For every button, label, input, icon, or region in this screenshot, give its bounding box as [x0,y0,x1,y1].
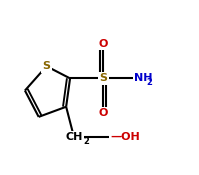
Text: O: O [99,39,108,49]
Text: CH: CH [65,132,83,142]
Text: —OH: —OH [110,132,140,142]
Text: O: O [99,108,108,118]
Text: 2: 2 [83,137,89,146]
Text: NH: NH [134,73,152,83]
Text: 2: 2 [146,78,152,87]
Text: S: S [43,61,51,71]
Text: S: S [100,73,107,83]
